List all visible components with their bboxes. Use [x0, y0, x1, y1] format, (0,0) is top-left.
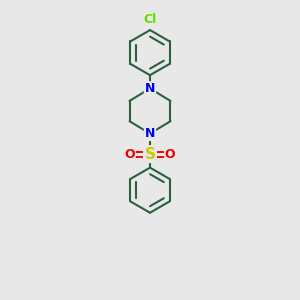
Text: O: O: [165, 148, 175, 160]
Text: Cl: Cl: [143, 13, 157, 26]
Text: O: O: [125, 148, 135, 160]
Text: S: S: [145, 147, 155, 162]
Text: N: N: [145, 82, 155, 95]
Text: N: N: [145, 127, 155, 140]
